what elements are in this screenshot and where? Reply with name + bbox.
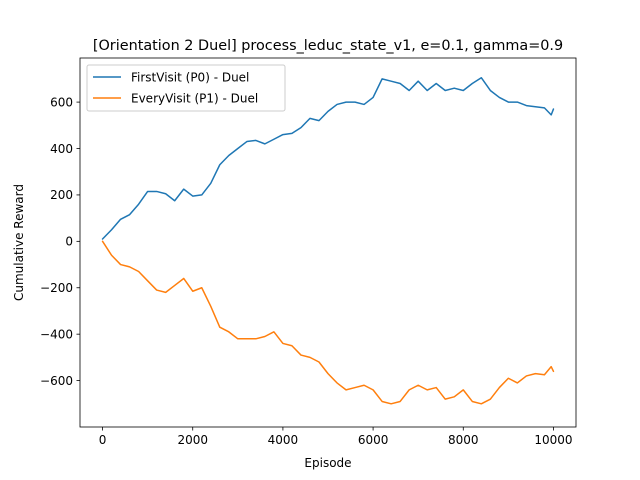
series-line-everyvisit [101, 240, 555, 405]
plot-frame [79, 57, 577, 428]
y-tick-label: 400 [50, 142, 73, 156]
legend-label-everyvisit: EveryVisit (P1) - Duel [131, 92, 258, 106]
legend-box [86, 64, 286, 112]
y-tick-label: 0 [65, 235, 73, 249]
x-tick-label: 2000 [177, 433, 208, 447]
plot-area [80, 58, 576, 427]
axes-layer: 0 2000 4000 6000 8000 10000 −600 −400 −200 0 200 40… [40, 95, 573, 447]
x-tick-label: 6000 [358, 433, 389, 447]
series-line-firstvisit [101, 76, 555, 240]
y-tick-label: 200 [50, 188, 73, 202]
y-tick-label: −600 [40, 374, 73, 388]
x-axis-label: Episode [304, 456, 351, 470]
legend-label-firstvisit: FirstVisit (P0) - Duel [131, 71, 249, 85]
x-tick-label: 10000 [534, 433, 572, 447]
series-layer [101, 76, 555, 405]
y-tick-label: −200 [40, 281, 73, 295]
x-tick-label: 8000 [448, 433, 479, 447]
y-axis-label: Cumulative Reward [12, 184, 26, 301]
x-tick-label: 0 [99, 433, 107, 447]
y-tick-label: 600 [50, 95, 73, 109]
y-tick-label: −400 [40, 327, 73, 341]
chart-title: [Orientation 2 Duel] process_leduc_state… [93, 38, 563, 54]
legend: FirstVisit (P0) - Duel EveryVisit (P1) -… [86, 64, 286, 112]
x-tick-label: 4000 [268, 433, 299, 447]
